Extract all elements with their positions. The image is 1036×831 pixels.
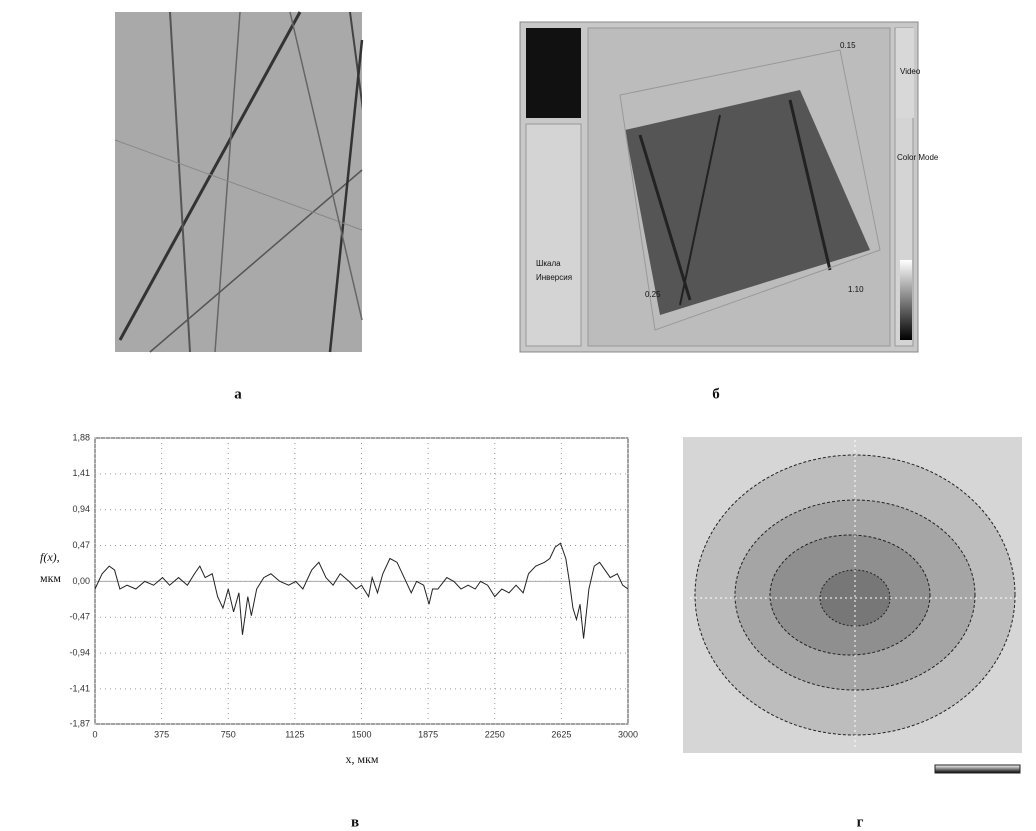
x-tick-label: 2625 bbox=[551, 729, 571, 739]
y-tick-label: 0,47 bbox=[72, 540, 90, 550]
profile-line bbox=[94, 542, 629, 639]
ui-label: Инверсия bbox=[536, 273, 572, 282]
x-tick-label: 3000 bbox=[618, 729, 638, 739]
x-tick-label: 375 bbox=[154, 729, 169, 739]
x-tick-label: 0 bbox=[92, 729, 97, 739]
y-tick-label: -1,41 bbox=[69, 683, 90, 693]
software-window bbox=[519, 21, 919, 353]
x-tick-label: 1500 bbox=[351, 729, 371, 739]
ui-label: Video bbox=[900, 67, 921, 76]
caption: г bbox=[857, 814, 864, 830]
ui-label: Color Mode bbox=[897, 153, 939, 162]
x-tick-label: 1125 bbox=[285, 729, 304, 739]
afm-image bbox=[114, 11, 364, 353]
y-tick-label: 1,41 bbox=[72, 468, 90, 478]
axis-label: 0.15 bbox=[840, 41, 856, 50]
caption: б bbox=[712, 386, 720, 402]
y-axis-unit: мкм bbox=[40, 571, 61, 585]
ui-label: Шкала bbox=[536, 259, 561, 268]
axis-label: 1.10 bbox=[848, 285, 864, 294]
y-axis-label: f(x), bbox=[40, 550, 60, 564]
y-tick-label: -0,94 bbox=[69, 647, 90, 657]
x-tick-label: 2250 bbox=[485, 729, 505, 739]
y-tick-label: -0,47 bbox=[69, 612, 90, 622]
x-tick-label: 1875 bbox=[418, 729, 438, 739]
y-tick-label: 0,94 bbox=[72, 504, 90, 514]
y-tick-label: 0,00 bbox=[72, 576, 90, 586]
x-tick-label: 750 bbox=[221, 729, 236, 739]
contour-map bbox=[683, 437, 1022, 774]
x-axis-label: x, мкм bbox=[345, 752, 378, 766]
caption: в bbox=[351, 814, 359, 830]
axis-label: 0.25 bbox=[645, 290, 661, 299]
y-tick-label: -1,87 bbox=[69, 718, 90, 728]
caption: а bbox=[234, 386, 242, 402]
y-tick-label: 1,88 bbox=[72, 432, 90, 442]
